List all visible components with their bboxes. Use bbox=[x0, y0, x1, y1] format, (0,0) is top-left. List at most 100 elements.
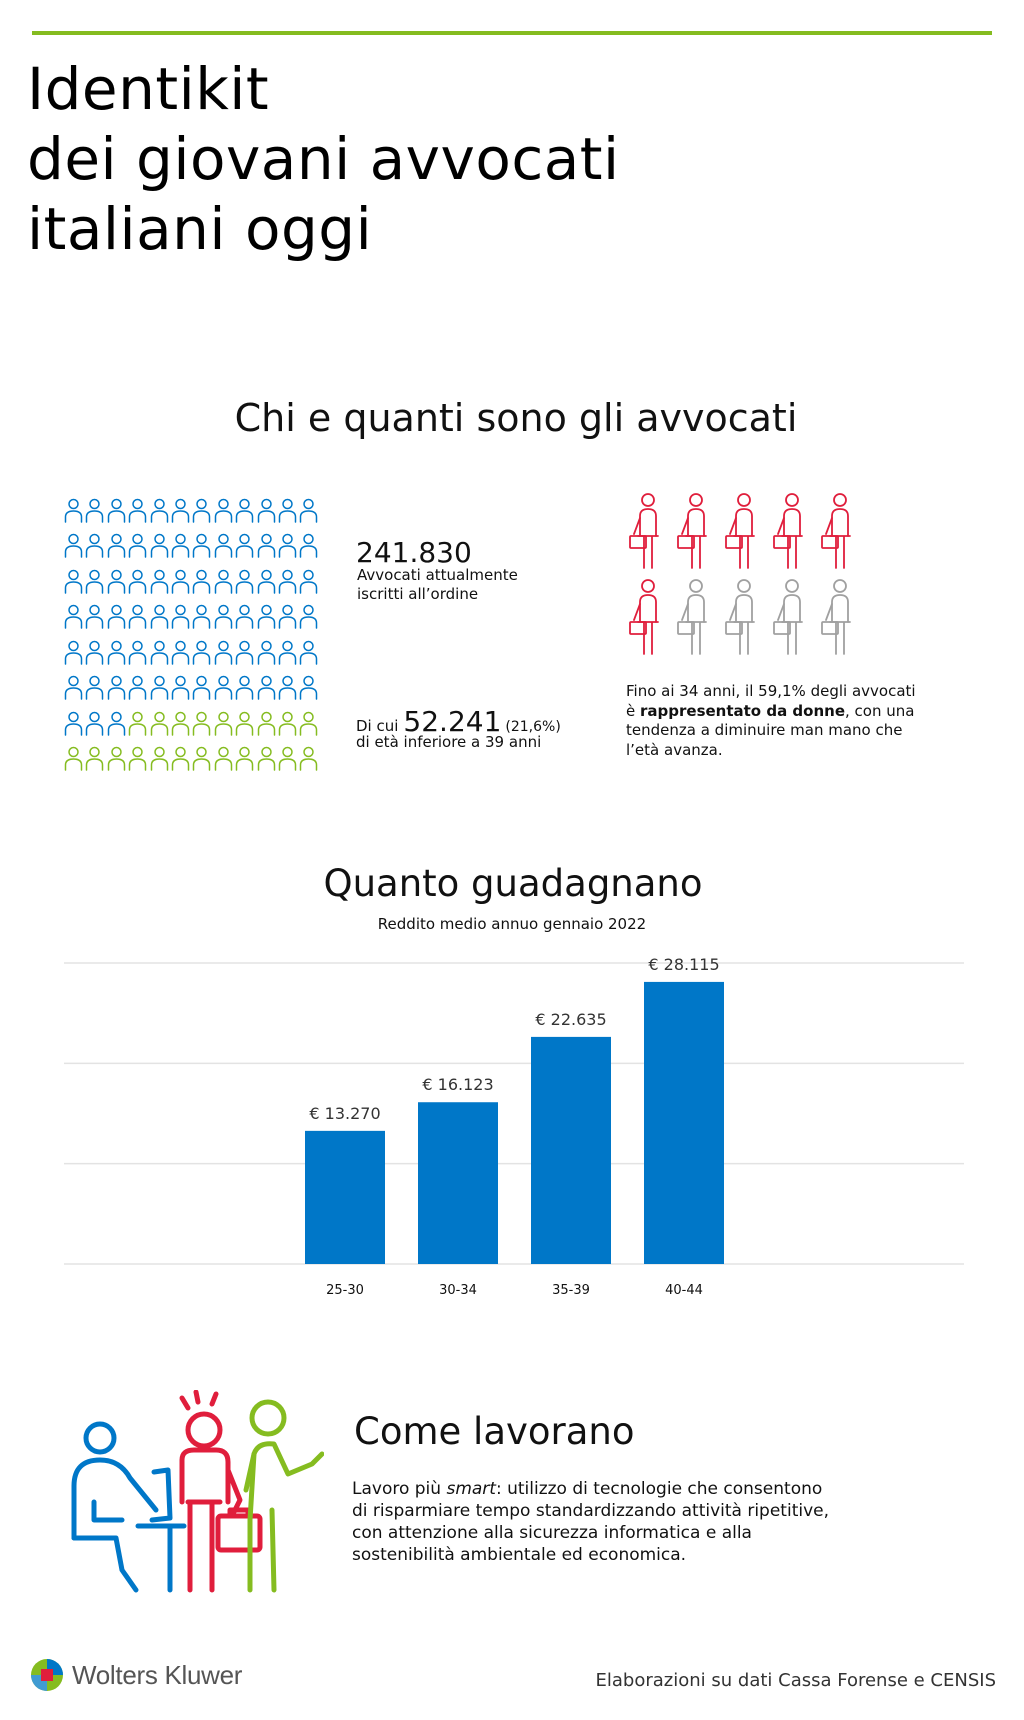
person-outline-icon bbox=[171, 676, 190, 700]
person-outline-icon bbox=[257, 711, 275, 736]
person-outline-icon bbox=[64, 498, 83, 523]
person-outline-icon bbox=[257, 498, 275, 523]
crowd-row bbox=[64, 564, 324, 600]
lawyer-with-briefcase-icon bbox=[725, 493, 755, 569]
person-outline-icon bbox=[235, 747, 254, 771]
person-outline-icon bbox=[300, 711, 318, 736]
young-lawyers-stat: Di cui 52.241 (21,6%) di età inferiore a… bbox=[356, 705, 561, 752]
lawyer-with-briefcase-icon bbox=[773, 493, 803, 569]
person-outline-icon bbox=[86, 569, 104, 594]
crowd-row bbox=[64, 742, 324, 778]
person-outline-icon bbox=[193, 569, 211, 594]
person-outline-icon bbox=[193, 747, 211, 771]
person-outline-icon bbox=[64, 569, 83, 594]
person-outline-icon bbox=[171, 569, 190, 594]
person-outline-icon bbox=[214, 747, 232, 771]
women-note-part-3: , con una tendenza a diminuire man mano … bbox=[626, 701, 915, 759]
crowd-row bbox=[64, 706, 324, 742]
person-outline-icon bbox=[107, 640, 126, 665]
person-outline-icon bbox=[128, 534, 147, 558]
person-outline-icon bbox=[193, 711, 211, 736]
person-outline-icon bbox=[278, 676, 297, 700]
person-outline-icon bbox=[150, 640, 168, 665]
person-outline-icon bbox=[300, 605, 318, 629]
person-outline-icon bbox=[257, 605, 275, 629]
person-outline-icon bbox=[214, 640, 232, 665]
crowd-row bbox=[64, 671, 324, 707]
page-title-line-1: Identikit bbox=[27, 55, 270, 123]
total-lawyers-label-line-1: Avvocati attualmente bbox=[357, 566, 518, 584]
footer-logo[interactable]: Wolters Kluwer bbox=[30, 1658, 242, 1692]
person-outline-icon bbox=[150, 534, 168, 558]
women-lawyers-note: Fino ai 34 anni, il 59,1% degli avvocati… bbox=[626, 682, 926, 760]
person-outline-icon bbox=[64, 534, 83, 558]
lawyer-with-briefcase-icon bbox=[821, 493, 851, 569]
crowd-row bbox=[64, 635, 324, 671]
person-outline-icon bbox=[107, 747, 126, 771]
person-outline-icon bbox=[171, 498, 190, 523]
person-outline-icon bbox=[128, 676, 147, 700]
person-outline-icon bbox=[278, 605, 297, 629]
women-note-part-2: è bbox=[626, 701, 640, 720]
person-outline-icon bbox=[235, 498, 254, 523]
lawyer-with-briefcase-icon bbox=[677, 493, 707, 569]
section-title-work: Come lavorano bbox=[354, 1410, 635, 1453]
bar-value-label: € 16.123 bbox=[422, 1075, 493, 1094]
x-tick-label: 25-30 bbox=[326, 1283, 364, 1298]
person-outline-icon bbox=[150, 676, 168, 700]
crowd-row bbox=[64, 529, 324, 565]
person-outline-icon bbox=[171, 640, 190, 665]
section-title-earnings: Quanto guadagnano bbox=[323, 862, 703, 905]
person-outline-icon bbox=[86, 711, 104, 736]
person-outline-icon bbox=[64, 640, 83, 665]
lawyer-with-briefcase-icon bbox=[629, 493, 659, 569]
bar-30-34 bbox=[418, 1102, 498, 1264]
person-outline-icon bbox=[257, 569, 275, 594]
chart-subtitle: Reddito medio annuo gennaio 2022 bbox=[377, 915, 647, 933]
work-text-part-2: : utilizzo di tecnologie che consentono … bbox=[352, 1479, 830, 1565]
person-outline-icon bbox=[214, 711, 232, 736]
person-outline-icon bbox=[64, 747, 83, 771]
person-outline-icon bbox=[214, 569, 232, 594]
page-title: Identikit dei giovani avvocati italiani … bbox=[27, 54, 620, 264]
person-outline-icon bbox=[128, 498, 147, 523]
bar-value-label: € 22.635 bbox=[535, 1010, 606, 1029]
person-outline-icon bbox=[214, 498, 232, 523]
person-outline-icon bbox=[257, 676, 275, 700]
top-accent-rule bbox=[32, 31, 992, 35]
person-outline-icon bbox=[278, 747, 297, 771]
bar-40-44 bbox=[644, 981, 724, 1264]
person-outline-icon bbox=[64, 676, 83, 700]
person-outline-icon bbox=[171, 605, 190, 629]
person-outline-icon bbox=[300, 640, 318, 665]
crowd-row bbox=[64, 493, 324, 529]
person-outline-icon bbox=[86, 676, 104, 700]
person-outline-icon bbox=[171, 747, 190, 771]
person-outline-icon bbox=[86, 640, 104, 665]
person-outline-icon bbox=[278, 711, 297, 736]
person-outline-icon bbox=[150, 711, 168, 736]
person-outline-icon bbox=[257, 747, 275, 771]
women-note-part-1: Fino ai 34 anni, il 59,1% degli avvocati bbox=[626, 682, 916, 700]
bar-value-label: € 13.270 bbox=[309, 1104, 380, 1123]
young-lawyers-value: 52.241 bbox=[403, 705, 502, 738]
lawyer-with-briefcase-icon bbox=[821, 579, 851, 655]
young-lawyers-percent: (21,6%) bbox=[505, 719, 561, 735]
crowd-row bbox=[64, 600, 324, 636]
x-tick-label: 40-44 bbox=[665, 1283, 703, 1298]
person-outline-icon bbox=[257, 640, 275, 665]
person-outline-icon bbox=[107, 569, 126, 594]
person-outline-icon bbox=[300, 747, 318, 771]
person-outline-icon bbox=[86, 498, 104, 523]
person-outline-icon bbox=[214, 605, 232, 629]
person-outline-icon bbox=[128, 640, 147, 665]
person-outline-icon bbox=[128, 747, 147, 771]
person-outline-icon bbox=[128, 569, 147, 594]
person-outline-icon bbox=[107, 498, 126, 523]
person-outline-icon bbox=[235, 605, 254, 629]
lawyer-with-briefcase-icon bbox=[629, 579, 659, 655]
lawyer-with-briefcase-icon bbox=[725, 579, 755, 655]
person-outline-icon bbox=[300, 569, 318, 594]
person-outline-icon bbox=[235, 640, 254, 665]
young-lawyers-prefix: Di cui bbox=[356, 717, 399, 735]
